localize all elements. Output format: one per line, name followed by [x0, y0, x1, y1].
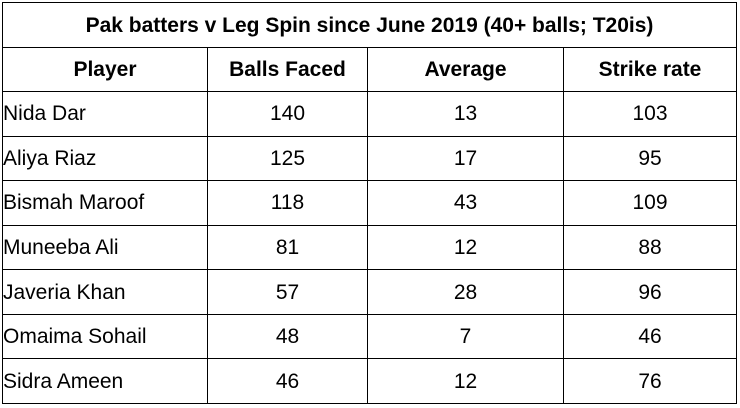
cell-strike-rate: 109 — [562, 180, 738, 226]
table-row: Sidra Ameen 46 12 76 — [2, 358, 738, 404]
table-row: Javeria Khan 57 28 96 — [2, 269, 738, 315]
cell-average: 12 — [367, 358, 564, 404]
cell-player: Javeria Khan — [2, 269, 208, 315]
header-row: Player Balls Faced Average Strike rate — [2, 47, 738, 92]
table-row: Aliya Riaz 125 17 95 — [2, 135, 738, 182]
cell-player: Aliya Riaz — [2, 135, 208, 182]
cell-balls-faced: 48 — [207, 313, 368, 360]
cell-balls-faced: 57 — [207, 269, 368, 315]
cell-strike-rate: 88 — [562, 224, 738, 271]
cell-player: Sidra Ameen — [2, 358, 208, 404]
cell-strike-rate: 76 — [562, 358, 738, 404]
cell-average: 43 — [367, 180, 564, 226]
cell-average: 12 — [367, 224, 564, 271]
cell-balls-faced: 118 — [207, 180, 368, 226]
cell-balls-faced: 125 — [207, 135, 368, 182]
cell-balls-faced: 46 — [207, 358, 368, 404]
cell-strike-rate: 103 — [562, 91, 738, 137]
column-header-player: Player — [2, 47, 208, 92]
table-row: Nida Dar 140 13 103 — [2, 91, 738, 137]
table-row: Omaima Sohail 48 7 46 — [2, 313, 738, 360]
cell-average: 17 — [367, 135, 564, 182]
cell-player: Bismah Maroof — [2, 180, 208, 226]
title-row: Pak batters v Leg Spin since June 2019 (… — [1, 2, 738, 48]
column-header-strike-rate: Strike rate — [562, 47, 738, 92]
cell-strike-rate: 95 — [562, 135, 738, 182]
cell-average: 28 — [367, 269, 564, 315]
table-row: Bismah Maroof 118 43 109 — [2, 180, 738, 226]
cell-average: 7 — [367, 313, 564, 360]
cell-player: Muneeba Ali — [2, 224, 208, 271]
table-row: Muneeba Ali 81 12 88 — [2, 224, 738, 271]
cell-strike-rate: 46 — [562, 313, 738, 360]
cell-player: Omaima Sohail — [2, 313, 208, 360]
cell-average: 13 — [367, 91, 564, 137]
cell-balls-faced: 81 — [207, 224, 368, 271]
cell-balls-faced: 140 — [207, 91, 368, 137]
column-header-balls-faced: Balls Faced — [207, 47, 368, 92]
cell-player: Nida Dar — [2, 91, 208, 137]
table-title: Pak batters v Leg Spin since June 2019 (… — [1, 2, 738, 48]
column-header-average: Average — [367, 47, 564, 92]
cell-strike-rate: 96 — [562, 269, 738, 315]
